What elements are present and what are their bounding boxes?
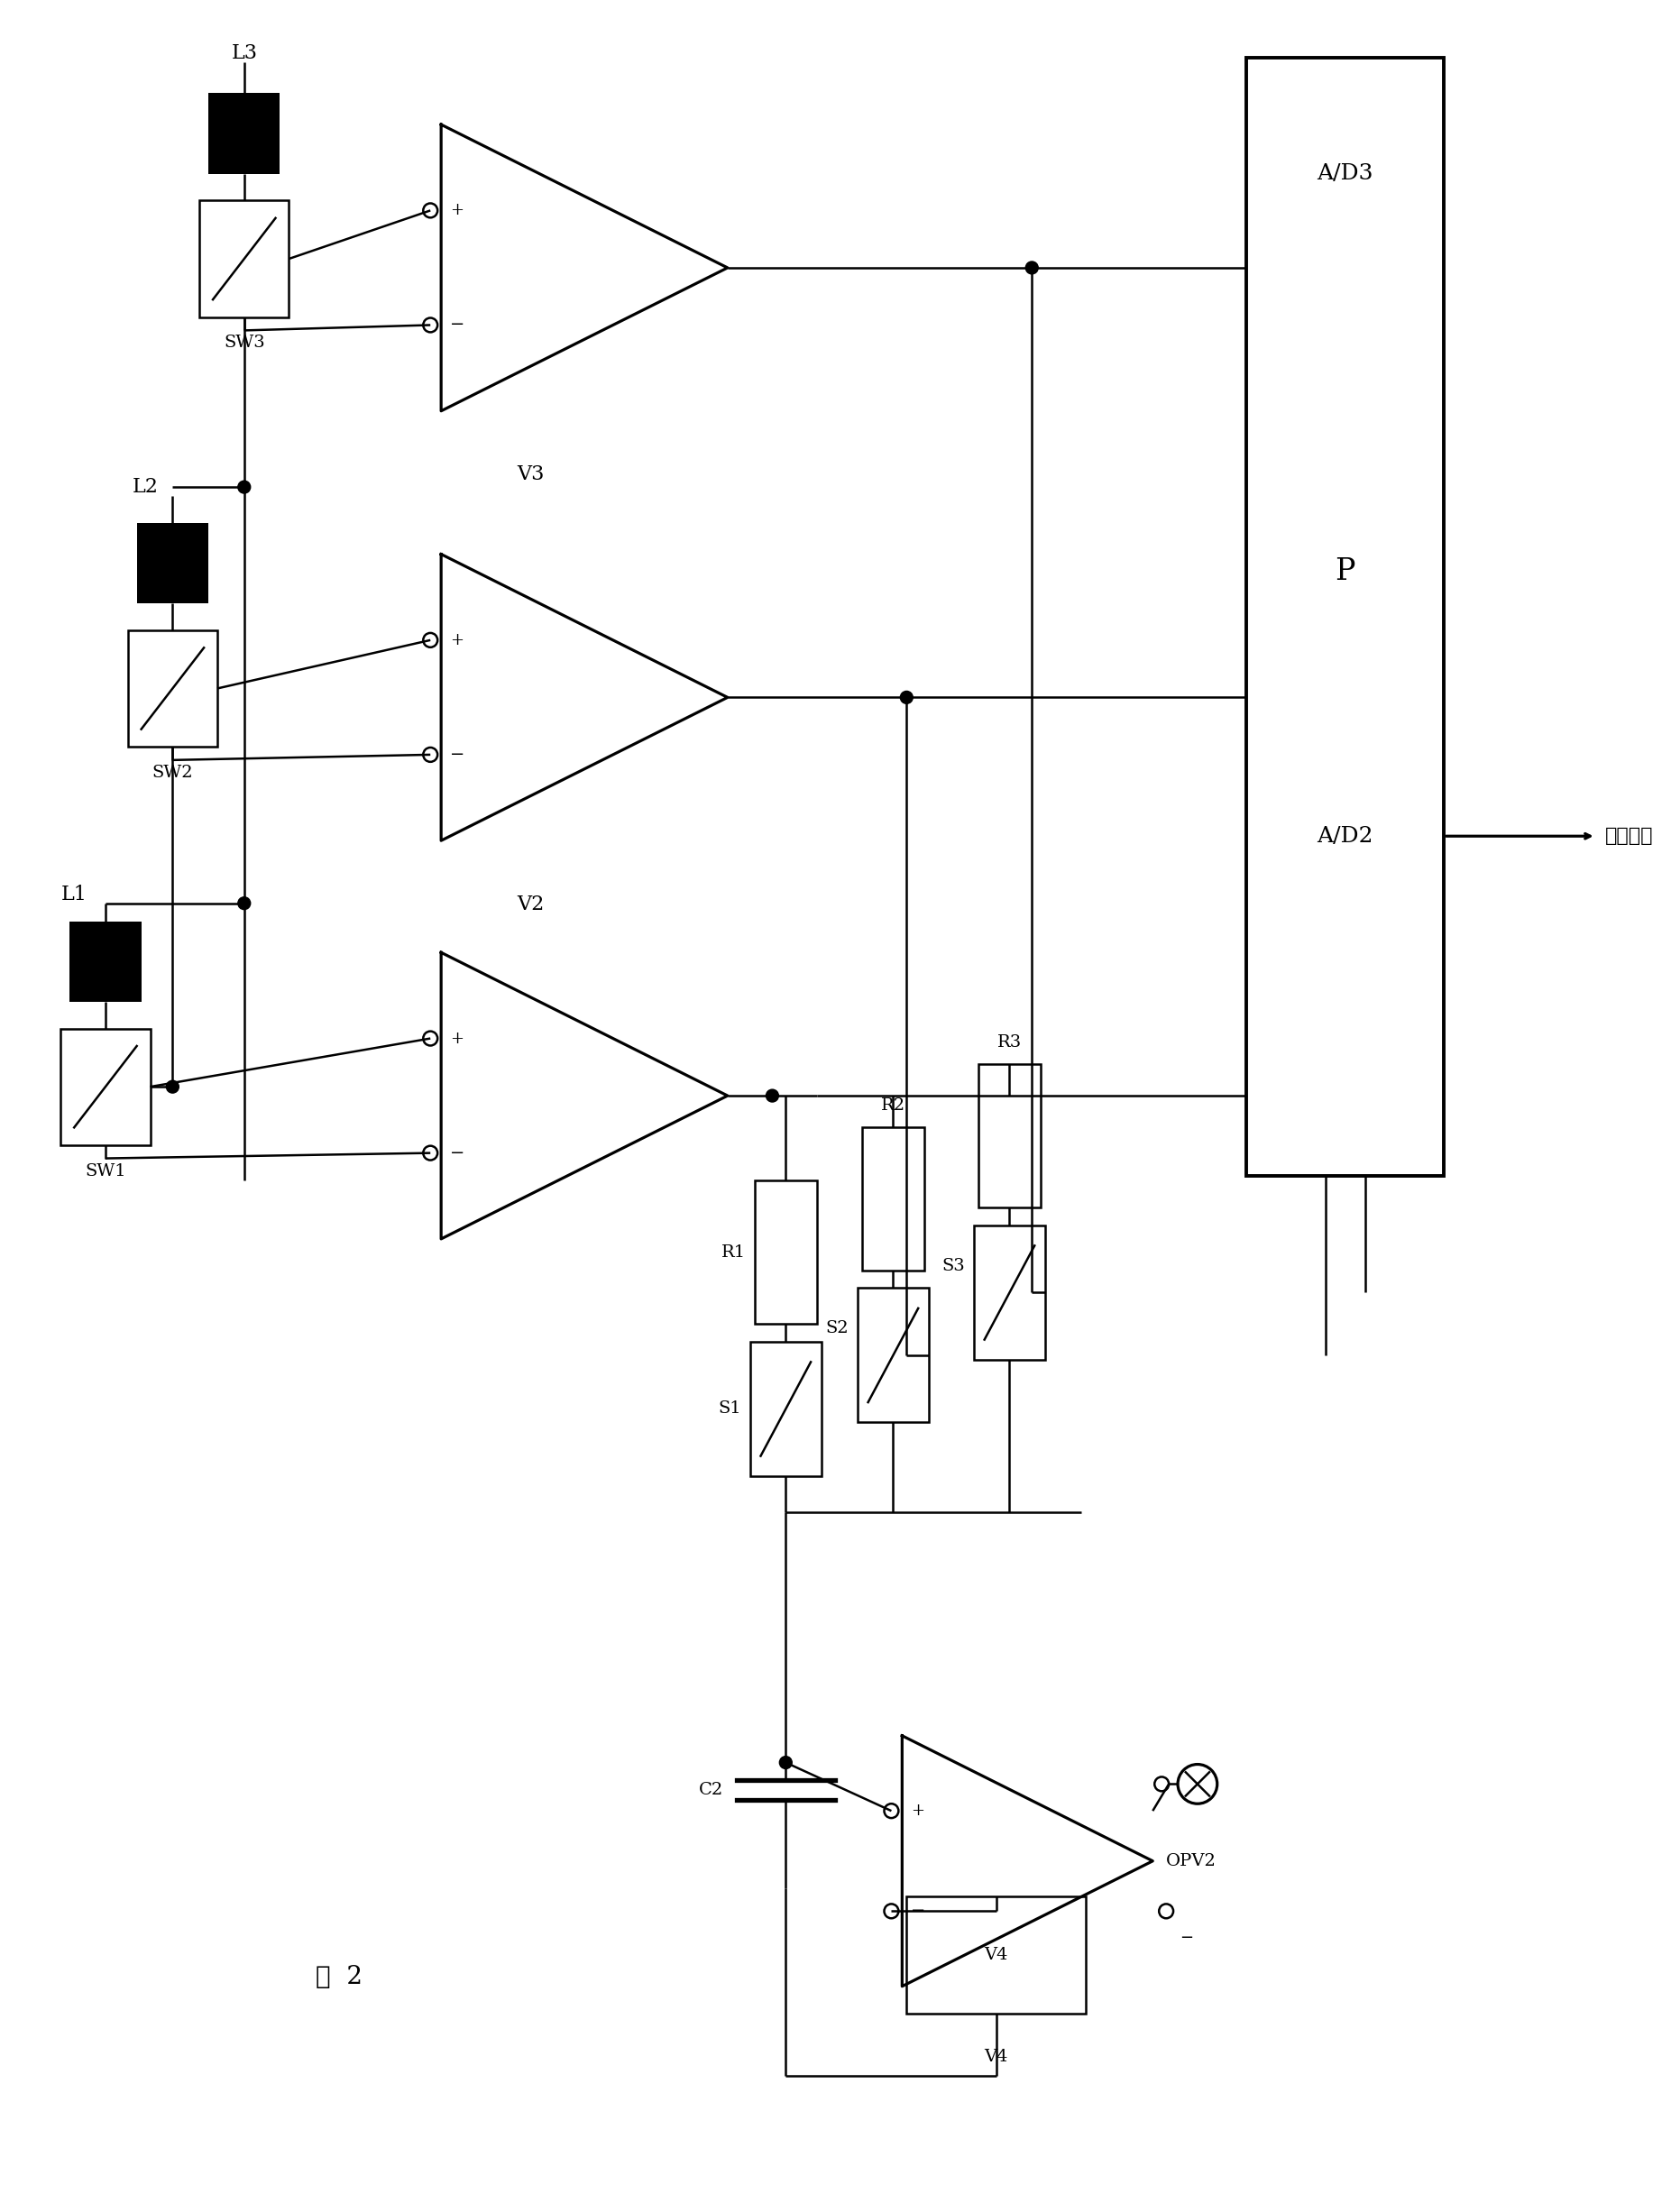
- Circle shape: [166, 1079, 179, 1093]
- Bar: [979, 1064, 1040, 1208]
- Circle shape: [1178, 1765, 1217, 1803]
- Bar: [858, 1287, 929, 1422]
- Text: −: −: [450, 1146, 465, 1161]
- Text: 触发信号: 触发信号: [1605, 827, 1654, 845]
- Circle shape: [1025, 261, 1039, 274]
- Bar: [863, 1128, 924, 1270]
- Text: S3: S3: [942, 1259, 964, 1274]
- Circle shape: [424, 633, 437, 648]
- Bar: [208, 93, 279, 175]
- Bar: [128, 630, 218, 748]
- Text: SW2: SW2: [151, 765, 193, 781]
- Text: −: −: [1180, 1929, 1193, 1947]
- Text: C2: C2: [698, 1783, 723, 1798]
- Circle shape: [424, 1031, 437, 1046]
- Text: +: +: [450, 633, 464, 648]
- Bar: [974, 1225, 1045, 1360]
- Circle shape: [238, 898, 251, 909]
- Circle shape: [1155, 1776, 1168, 1792]
- Text: +: +: [911, 1803, 924, 1818]
- Text: V2: V2: [517, 894, 543, 914]
- Circle shape: [884, 1905, 899, 1918]
- Circle shape: [779, 1756, 793, 1770]
- Bar: [136, 522, 208, 604]
- Circle shape: [238, 480, 251, 493]
- Text: +: +: [450, 1031, 464, 1046]
- Text: L1: L1: [61, 885, 86, 905]
- Bar: [70, 920, 141, 1002]
- Text: +: +: [450, 201, 464, 219]
- Text: −: −: [911, 1902, 926, 1920]
- Bar: [750, 1343, 821, 1475]
- Text: −: −: [450, 316, 465, 334]
- Text: R1: R1: [721, 1243, 746, 1261]
- Text: 图  2: 图 2: [316, 1964, 362, 1989]
- Text: P: P: [1335, 557, 1355, 586]
- Bar: [1246, 58, 1444, 1177]
- Circle shape: [1158, 1905, 1173, 1918]
- Text: OPV2: OPV2: [1167, 1854, 1217, 1869]
- Circle shape: [424, 1146, 437, 1159]
- Text: R2: R2: [881, 1097, 906, 1113]
- Text: SW1: SW1: [85, 1164, 126, 1179]
- Text: L2: L2: [133, 478, 160, 498]
- Text: R3: R3: [997, 1035, 1022, 1051]
- Circle shape: [424, 748, 437, 761]
- Text: V4: V4: [984, 1947, 1009, 1962]
- Text: SW3: SW3: [224, 334, 264, 352]
- Text: V3: V3: [517, 465, 545, 484]
- Text: L3: L3: [231, 42, 258, 62]
- Bar: [906, 1898, 1085, 2013]
- Bar: [199, 201, 289, 316]
- Bar: [61, 1029, 150, 1146]
- Circle shape: [884, 1803, 899, 1818]
- Text: V4: V4: [984, 2048, 1009, 2066]
- Circle shape: [901, 690, 912, 703]
- Text: S2: S2: [826, 1321, 848, 1336]
- Text: A/D2: A/D2: [1316, 825, 1373, 847]
- Text: −: −: [450, 748, 465, 763]
- Circle shape: [424, 319, 437, 332]
- Circle shape: [424, 204, 437, 217]
- Text: A/D3: A/D3: [1316, 164, 1373, 184]
- Circle shape: [766, 1091, 778, 1102]
- Text: S1: S1: [718, 1400, 741, 1418]
- Bar: [755, 1181, 818, 1325]
